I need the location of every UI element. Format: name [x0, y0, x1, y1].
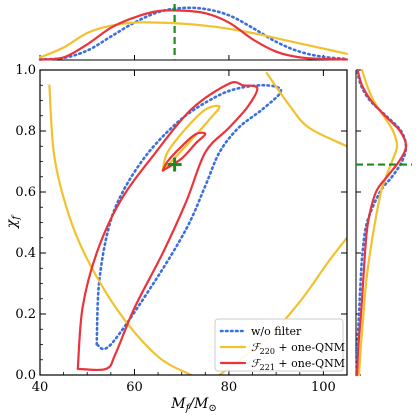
main-panel: 40 60 80 100 0.0 0.2 0.4 0.6 0.8 1.0 Mf/M⊙ χf w/…: [4, 63, 348, 414]
legend-label-0: w/o filter: [251, 325, 302, 338]
top-marginal-curve-1: [38, 21, 349, 59]
x-tick-label: 60: [126, 380, 143, 395]
y-tick-label: 0.4: [15, 246, 36, 261]
contour-series-1-3: [161, 104, 221, 172]
legend-box: [214, 318, 344, 372]
injection-marker: [167, 157, 182, 172]
contour-series-1-2: [265, 72, 347, 148]
legend-label-2: ℱ221 + one-QNM: [251, 357, 345, 372]
contour-series-2-1: [161, 131, 207, 172]
x-tick-label: 40: [32, 380, 49, 395]
legend-label-1: ℱ220 + one-QNM: [251, 341, 345, 356]
right-marginal-curve-2: [355, 68, 408, 377]
top-marginal: [38, 4, 349, 61]
contour-series-1-0: [48, 84, 193, 375]
y-axis-title: χf: [4, 214, 22, 229]
contour-series-2-0: [76, 81, 259, 372]
y-tick-label: 0.2: [15, 307, 36, 322]
x-axis-title: Mf/M⊙: [170, 396, 217, 414]
y-tick-label: 0.8: [15, 124, 36, 139]
right-marginal-curve-1: [357, 68, 399, 377]
x-tick-label: 100: [311, 380, 336, 395]
y-tick-label: 1.0: [15, 63, 36, 78]
contour-series-0-0: [95, 83, 283, 351]
x-tick-label: 80: [221, 380, 238, 395]
y-tick-label: 0.6: [15, 185, 36, 200]
top-marginal-curve-0: [38, 6, 349, 61]
top-marginal-curve-2: [38, 9, 349, 61]
y-tick-label: 0.0: [15, 368, 36, 383]
right-marginal-curve-0: [355, 68, 408, 377]
right-marginal: [355, 68, 412, 377]
